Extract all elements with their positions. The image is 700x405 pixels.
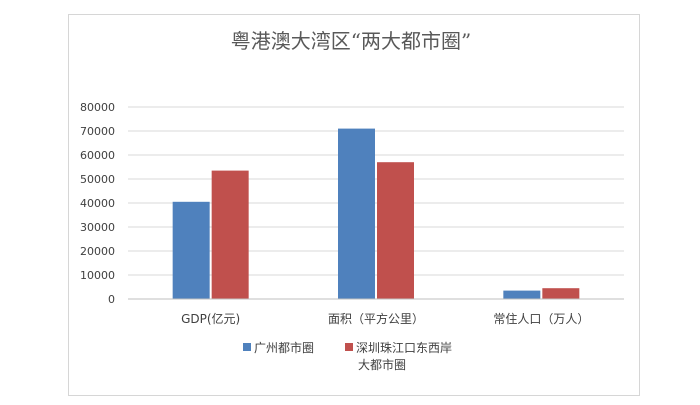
y-tick-label: 80000 [80,101,115,114]
y-axis-ticks: 0 10000 20000 30000 40000 50000 60000 70000 8000… [80,101,115,306]
x-category-label: GDP(亿元) [181,311,240,326]
bars [172,128,580,299]
legend-label: 深圳珠江口东西岸 [356,341,452,355]
y-tick-label: 30000 [80,221,115,234]
x-axis-labels: GDP(亿元) 面积（平方公里） 常住人口（万人） [181,311,589,326]
y-tick-label: 50000 [80,173,115,186]
legend-label: 大都市圈 [358,357,406,372]
legend-swatch [345,343,353,351]
legend-swatch [243,343,251,351]
x-category-label: 面积（平方公里） [328,311,424,326]
bar [211,170,249,299]
x-category-label: 常住人口（万人） [493,312,589,326]
y-tick-label: 10000 [80,269,115,282]
bar [377,162,414,299]
y-tick-label: 70000 [80,125,115,138]
legend-label: 广州都市圈 [254,340,314,355]
y-tick-label: 0 [108,293,115,306]
chart-title: 粤港澳大湾区“两大都市圈” [231,29,471,53]
bar [338,128,375,299]
bar [503,290,541,299]
bar [172,201,210,299]
y-tick-label: 60000 [80,149,115,162]
y-tick-label: 20000 [80,245,115,258]
y-tick-label: 40000 [80,197,115,210]
bar [542,288,580,299]
gridlines [128,106,624,276]
